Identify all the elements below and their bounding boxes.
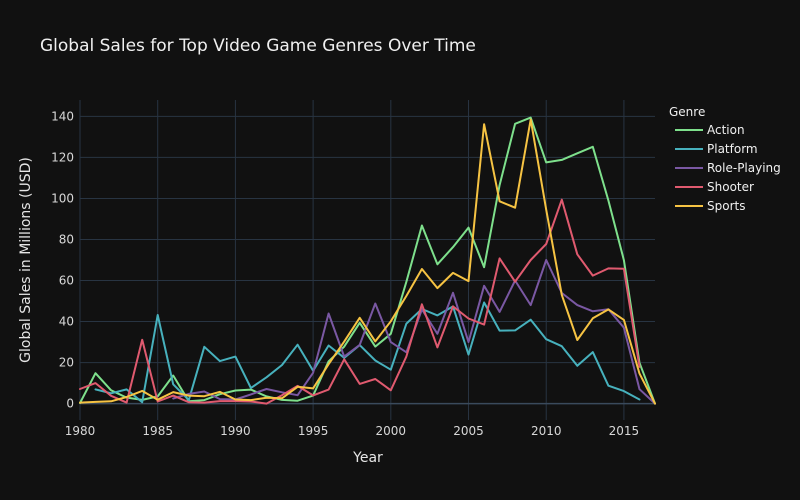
series-line-shooter[interactable] [79,198,641,405]
y-tick-label: 140 [51,109,74,123]
legend-label: Role-Playing [707,161,781,175]
y-axis-title: Global Sales in Millions (USD) [18,157,34,363]
legend-label: Action [707,123,745,137]
y-tick-label: 20 [59,356,74,370]
y-tick-label: 60 [59,274,74,288]
series-line-sports[interactable] [79,118,656,405]
legend-item-platform[interactable]: Platform [675,142,758,156]
legend-item-shooter[interactable]: Shooter [675,180,754,194]
x-tick-label: 1980 [65,424,96,438]
x-axis-ticks: 1980 1985 1990 1995 2000 2005 2010 2015 [65,424,639,438]
x-tick-label: 1990 [220,424,251,438]
grid [79,100,655,420]
legend-label: Sports [707,199,745,213]
x-tick-label: 2005 [453,424,484,438]
legend-label: Shooter [707,180,754,194]
x-tick-label: 2010 [531,424,562,438]
y-tick-label: 80 [59,232,74,246]
x-tick-label: 2015 [609,424,640,438]
series-line-action[interactable] [79,116,656,405]
y-tick-label: 100 [51,191,74,205]
legend-label: Platform [707,142,758,156]
series-line-platform[interactable] [94,301,641,404]
x-axis-title: Year [352,450,383,466]
y-tick-label: 120 [51,150,74,164]
series-lines [79,116,656,405]
chart-title: Global Sales for Top Video Game Genres O… [40,36,476,56]
x-tick-label: 1985 [142,424,173,438]
y-tick-label: 0 [66,397,74,411]
legend[interactable]: Genre Action Platform Role-Playing Shooter S… [669,105,781,213]
y-tick-label: 40 [59,315,74,329]
y-axis-ticks: 0 20 40 60 80 100 120 140 [51,109,74,410]
legend-title: Genre [669,105,705,119]
legend-item-sports[interactable]: Sports [675,199,745,213]
legend-item-role-playing[interactable]: Role-Playing [675,161,781,175]
x-tick-label: 1995 [298,424,329,438]
x-tick-label: 2000 [376,424,407,438]
legend-item-action[interactable]: Action [675,123,745,137]
